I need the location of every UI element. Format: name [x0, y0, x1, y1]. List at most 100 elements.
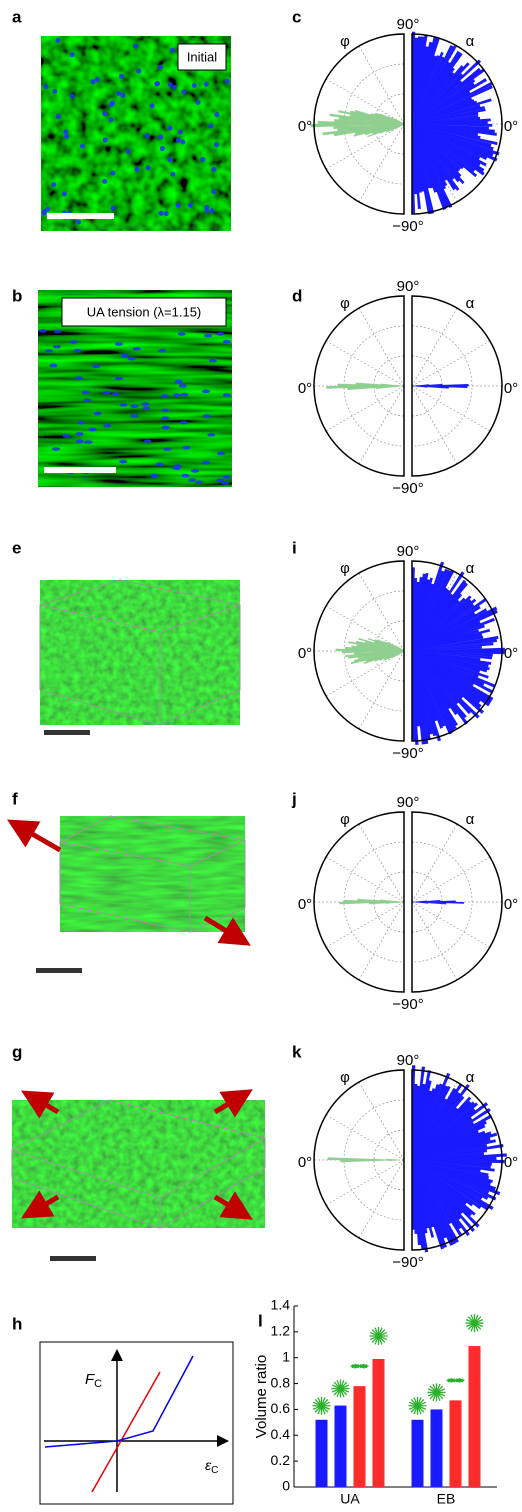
x-tick-label: UA	[340, 1491, 360, 1507]
polar-label: 0°	[298, 645, 312, 662]
nucleus	[115, 342, 123, 346]
polar-grid	[412, 341, 490, 386]
nucleus	[130, 404, 138, 408]
panel-label: h	[12, 1314, 22, 1333]
nucleus	[119, 403, 127, 407]
bar	[373, 1359, 385, 1487]
panel-label: g	[12, 1042, 22, 1061]
nucleus	[62, 434, 70, 438]
polar-label: α	[466, 295, 475, 312]
nucleus	[55, 38, 60, 43]
nucleus	[217, 452, 225, 456]
nucleus	[196, 100, 201, 105]
panel-label: l	[258, 1311, 263, 1330]
nucleus	[64, 134, 69, 139]
nucleus	[207, 433, 215, 437]
nucleus	[89, 428, 97, 432]
panel-label: j	[291, 789, 297, 808]
nucleus	[94, 412, 102, 416]
nucleus	[159, 211, 164, 216]
nucleus	[53, 345, 61, 349]
panel-label: i	[292, 538, 297, 557]
nucleus	[182, 89, 187, 94]
y-tick-label: 0.4	[271, 1426, 291, 1442]
nucleus	[192, 83, 197, 88]
nucleus	[208, 124, 213, 129]
nucleus	[216, 478, 224, 482]
nucleus	[144, 439, 152, 443]
polar-label: 0°	[298, 1154, 312, 1171]
nucleus	[168, 82, 173, 87]
nucleus	[158, 135, 163, 140]
polar-histogram	[328, 1157, 404, 1162]
scale-bar	[44, 730, 90, 735]
polar-grid	[326, 902, 404, 947]
polar-histogram	[339, 899, 404, 905]
nucleus	[223, 340, 231, 344]
nucleus	[102, 179, 107, 184]
polar-label: 90°	[397, 794, 420, 811]
panel-label: d	[292, 286, 302, 305]
nucleus	[133, 347, 141, 351]
polar-label: 0°	[504, 896, 518, 913]
nucleus	[149, 103, 154, 108]
polar-label: α	[466, 560, 475, 577]
nucleus	[170, 48, 175, 53]
nucleus	[204, 82, 209, 87]
nucleus	[126, 149, 131, 154]
nucleus	[141, 402, 149, 406]
polar-grid	[326, 1160, 404, 1205]
polar-grid	[359, 1160, 404, 1238]
nucleus	[160, 146, 165, 151]
y-tick-label: 0.2	[271, 1452, 291, 1468]
polar-grid	[412, 386, 490, 431]
nucleus	[155, 81, 160, 86]
nucleus	[63, 129, 68, 134]
nucleus	[103, 137, 108, 142]
polar-plot: φα90°−90°0°0°	[298, 1052, 518, 1271]
polar-grid	[412, 857, 490, 902]
nucleus	[75, 376, 83, 380]
scale-bar	[36, 968, 82, 973]
nucleus	[77, 421, 85, 425]
nucleus	[109, 102, 114, 107]
polar-label: 0°	[504, 645, 518, 662]
polar-grid	[412, 308, 457, 386]
nucleus	[82, 391, 90, 395]
polar-grid	[326, 341, 404, 386]
polar-grid	[326, 386, 404, 431]
nucleus	[200, 157, 205, 162]
image-label: Initial	[187, 49, 217, 64]
y-tick-label: 1.2	[271, 1323, 291, 1339]
polar-grid	[412, 386, 457, 464]
nucleus	[112, 392, 120, 396]
axis-label-sub: C	[211, 1465, 218, 1476]
polar-label: φ	[340, 295, 350, 312]
nucleus	[223, 393, 231, 397]
nucleus	[167, 157, 172, 162]
polar-grid	[412, 902, 457, 980]
polar-histogram	[412, 1065, 507, 1252]
polar-label: 0°	[504, 118, 518, 135]
nucleus	[188, 478, 196, 482]
nucleus	[45, 207, 50, 212]
nucleus	[202, 390, 210, 394]
bar	[316, 1420, 328, 1487]
polar-histogram	[412, 900, 464, 904]
bar	[431, 1409, 443, 1487]
nucleus	[51, 182, 56, 187]
nucleus	[176, 203, 181, 208]
nucleus	[180, 393, 188, 397]
polar-histogram	[412, 562, 505, 745]
nucleus	[176, 138, 181, 143]
polar-label: 90°	[397, 1052, 420, 1069]
nucleus	[110, 171, 115, 176]
polar-grid	[412, 902, 490, 947]
image-label: UA tension (λ=1.15)	[87, 304, 202, 319]
scale-bar	[50, 1256, 96, 1261]
polar-label: 0°	[298, 118, 312, 135]
nucleus	[158, 65, 163, 70]
nucleus	[49, 364, 57, 368]
